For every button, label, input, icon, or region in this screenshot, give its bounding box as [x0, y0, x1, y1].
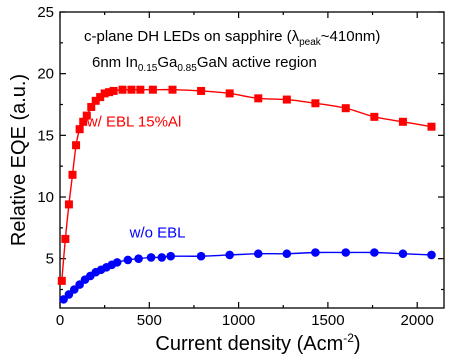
x-tick-label: 500: [137, 312, 162, 329]
annotation-line-1: c-plane DH LEDs on sapphire (λpeak~410nm…: [84, 28, 380, 48]
data-point-circle: [427, 250, 436, 260]
data-point-circle: [123, 255, 133, 265]
data-point-square: [197, 86, 206, 95]
x-tick-label: 0: [56, 312, 64, 329]
series-label-with-ebl: w/ EBL 15%Al: [86, 114, 182, 131]
data-point-circle: [398, 249, 408, 259]
data-point-square: [57, 276, 66, 285]
data-point-circle: [311, 248, 320, 257]
data-point-circle: [146, 253, 156, 262]
x-tick-label: 2000: [401, 312, 434, 329]
data-point-square: [72, 141, 81, 150]
y-tick-label: 5: [46, 251, 54, 268]
annotation-line-2: 6nm In0.15Ga0.85GaN active region: [92, 54, 317, 74]
data-point-square: [96, 93, 105, 102]
data-point-circle: [253, 249, 263, 259]
data-point-circle: [166, 251, 176, 261]
y-axis-title: Relative EQE (a.u.): [8, 74, 30, 246]
data-point-circle: [341, 248, 351, 257]
data-point-circle: [157, 253, 167, 262]
data-point-square: [79, 117, 88, 126]
data-point-circle: [370, 248, 379, 257]
data-point-square: [68, 170, 77, 179]
data-point-square: [82, 111, 91, 120]
data-point-circle: [134, 254, 143, 263]
data-point-square: [427, 122, 436, 131]
data-point-circle: [112, 258, 122, 267]
axis-ticks: 0 500 1000 1500 2000 5 10 15 20 25: [37, 4, 444, 329]
y-tick-label: 10: [37, 189, 54, 206]
y-tick-label: 20: [37, 66, 54, 83]
data-point-square: [311, 99, 320, 108]
data-point-square: [370, 112, 379, 121]
data-point-square: [100, 89, 109, 98]
data-point-square: [168, 85, 177, 94]
data-point-square: [127, 85, 136, 94]
data-point-circle: [225, 250, 234, 260]
y-tick-label: 15: [37, 127, 54, 144]
x-tick-label: 1000: [222, 312, 255, 329]
data-point-circle: [196, 251, 206, 261]
data-point-square: [254, 94, 263, 103]
data-point-square: [136, 85, 145, 94]
series-label-without-ebl: w/o EBL: [129, 225, 186, 242]
data-point-square: [109, 86, 118, 95]
data-point-square: [91, 96, 100, 105]
data-point-square: [87, 102, 96, 111]
data-point-square: [148, 85, 157, 94]
data-point-square: [282, 95, 291, 104]
data-point-square: [398, 117, 407, 126]
data-series: [57, 85, 436, 304]
data-point-square: [61, 234, 70, 243]
data-point-square: [341, 104, 350, 113]
data-point-square: [118, 85, 127, 94]
data-point-square: [225, 89, 234, 98]
x-tick-label: 1500: [311, 312, 344, 329]
data-point-square: [105, 88, 114, 97]
x-axis-title: Current density (Acm-2): [155, 331, 360, 355]
plot-frame: [59, 11, 445, 309]
data-point-square: [75, 125, 84, 134]
y-tick-label: 25: [37, 4, 54, 21]
data-point-circle: [282, 249, 292, 259]
series-line-0: [61, 88, 432, 281]
data-point-square: [64, 200, 73, 209]
